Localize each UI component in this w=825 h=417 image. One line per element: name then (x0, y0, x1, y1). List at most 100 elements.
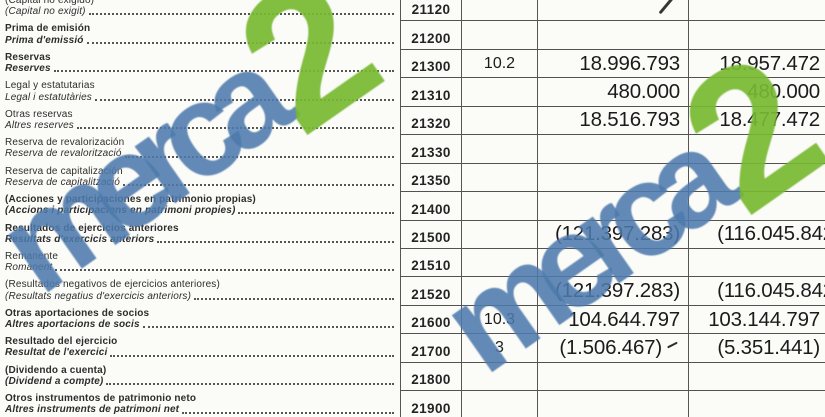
account-code: 21600 (411, 315, 451, 331)
previous-year-value-cell (688, 0, 825, 22)
row-labels: Legal y estatutarias Legal i estatutàrie… (0, 78, 400, 106)
current-year-value: 104.644.797 (568, 307, 680, 331)
dotted-leader (124, 155, 394, 158)
previous-year-value-cell (688, 21, 825, 50)
current-year-value: (121.397.283) (554, 222, 680, 246)
row-labels: (Acciones y participaciones en patrimoni… (0, 192, 400, 220)
row-label-spanish: (Acciones y participaciones en patrimoni… (5, 194, 256, 206)
table-row: (Dividendo a cuenta) (Dividend a compte)… (0, 362, 825, 392)
notes-ref-cell (461, 21, 537, 50)
row-label-catalan: Altres instruments de patrimoni net (5, 404, 180, 416)
row-label-spanish: Resultados de ejercicios anteriores (5, 222, 179, 234)
row-label-catalan-line: Legal i estatutàries (5, 92, 400, 103)
previous-year-value-cell (688, 248, 825, 278)
table-row: Legal y estatutarias Legal i estatutàrie… (0, 78, 825, 107)
row-label-spanish: Prima de emisión (5, 23, 91, 35)
row-label-spanish: Otras reservas (5, 108, 73, 120)
table-row: Otras reservas Altres reserves 21320 18.… (0, 106, 825, 136)
dotted-leader (94, 98, 394, 101)
row-label-spanish: Otros instrumentos de patrimonio neto (5, 393, 197, 405)
previous-year-value-cell: (116.045.842 (688, 220, 825, 249)
table-row: Otras aportaciones de socios Altres apor… (0, 305, 825, 335)
dotted-leader (106, 383, 394, 386)
row-labels: Resultado del ejercicio Resultat de l'ex… (0, 334, 400, 362)
account-code-cell: 21510 (400, 248, 461, 278)
current-year-value: 18.516.793 (579, 108, 680, 132)
notes-ref-cell (461, 78, 537, 107)
previous-year-value: (116.045.842 (717, 279, 825, 303)
previous-year-value-cell: (5.351.441) (688, 334, 825, 363)
account-code-cell: 21900 (400, 391, 461, 417)
notes-ref-cell (461, 220, 537, 249)
current-year-value-cell: (121.397.283) (537, 277, 688, 306)
account-code-cell: 21200 (400, 21, 461, 50)
row-label-catalan: Romanent (5, 262, 53, 274)
current-year-value: 18.996.793 (579, 51, 680, 75)
notes-ref-cell (461, 163, 537, 193)
notes-ref-cell (461, 192, 537, 221)
row-label-catalan-line: Altres reserves (5, 120, 400, 131)
previous-year-value-cell (688, 362, 825, 392)
current-year-value-cell (537, 163, 688, 193)
dotted-leader (238, 212, 394, 215)
account-code: 21350 (411, 173, 451, 189)
notes-ref: 3 (495, 338, 504, 356)
table-row: (Capital no exigido) (Capital no exigit)… (0, 0, 825, 22)
previous-year-value: 480.000 (747, 80, 820, 104)
table-row: Reservas Reserves 21300 10.2 18.996.793 … (0, 49, 825, 79)
current-year-value-cell: (121.397.283) (537, 220, 688, 249)
dotted-leader (142, 326, 394, 329)
previous-year-value-cell: 103.144.797 (688, 305, 825, 335)
notes-ref-cell (461, 0, 537, 22)
table-row: (Resultados negativos de ejercicios ante… (0, 277, 825, 306)
dotted-leader (122, 184, 394, 187)
row-labels: Reserva de revalorización Reserva de rev… (0, 135, 400, 163)
dotted-leader (88, 13, 394, 16)
row-label-catalan-line: Resultat de l'exercici (5, 347, 400, 358)
row-label-spanish: Resultado del ejercicio (5, 336, 118, 348)
current-year-value: (1.506.467) (559, 335, 662, 359)
current-year-value-cell (537, 192, 688, 221)
row-label-spanish: (Dividendo a cuenta) (5, 364, 107, 376)
previous-year-value-cell: 18.477.472 (688, 106, 825, 136)
row-label-catalan-line: Altres instruments de patrimoni net (5, 404, 400, 415)
row-label-catalan: Reserva de revalorització (5, 148, 122, 160)
account-code: 21520 (411, 286, 451, 302)
account-code: 21800 (411, 372, 451, 388)
current-year-value-cell (537, 21, 688, 50)
account-code-cell: 21320 (400, 106, 461, 136)
table-row: Reserva de capitalización Reserva de cap… (0, 163, 825, 193)
table-row: Remanente Romanent 21510 (0, 248, 825, 278)
account-code: 21200 (411, 30, 451, 46)
account-code: 21330 (411, 144, 451, 160)
account-code: 21310 (411, 87, 451, 103)
account-code: 21320 (411, 116, 451, 132)
row-label-catalan: (Resultats negatius d'exercicis anterior… (5, 290, 192, 302)
row-labels: Reservas Reserves (0, 50, 400, 78)
current-year-value-cell: 18.996.793 (537, 49, 688, 79)
row-label-catalan: Reserves (5, 63, 51, 75)
row-labels: (Capital no exigido) (Capital no exigit) (0, 0, 400, 21)
row-label-spanish: (Resultados negativos de ejercicios ante… (5, 279, 220, 291)
row-labels: Otros instrumentos de patrimonio neto Al… (0, 391, 400, 417)
row-label-catalan-line: (Accions i participacions en patrimoni p… (5, 205, 400, 216)
account-code: 21900 (411, 400, 451, 416)
row-label-catalan-line: (Resultats negatius d'exercicis anterior… (5, 291, 400, 302)
row-label-catalan: Altres aportacions de socis (5, 319, 140, 331)
account-code-cell: 21600 (400, 305, 461, 335)
row-label-catalan-line: Romanent (5, 262, 400, 273)
account-code-cell: 21500 (400, 220, 461, 249)
row-label-catalan-line: Reserva de capitalització (5, 177, 400, 188)
table-row: Resultados de ejercicios anteriores Resu… (0, 220, 825, 249)
notes-ref-cell (461, 277, 537, 306)
table-row: Prima de emisión Prima d'emissió 21200 (0, 21, 825, 50)
account-code-cell: 21350 (400, 163, 461, 193)
previous-year-value: 18.477.472 (719, 108, 820, 132)
dotted-leader (53, 70, 394, 73)
row-label-spanish: Reservas (5, 51, 51, 63)
previous-year-value: (5.351.441) (717, 335, 820, 359)
dotted-leader (157, 240, 394, 243)
previous-year-value: (116.045.842 (717, 222, 825, 246)
row-label-catalan-line: Prima d'emissió (5, 35, 400, 46)
